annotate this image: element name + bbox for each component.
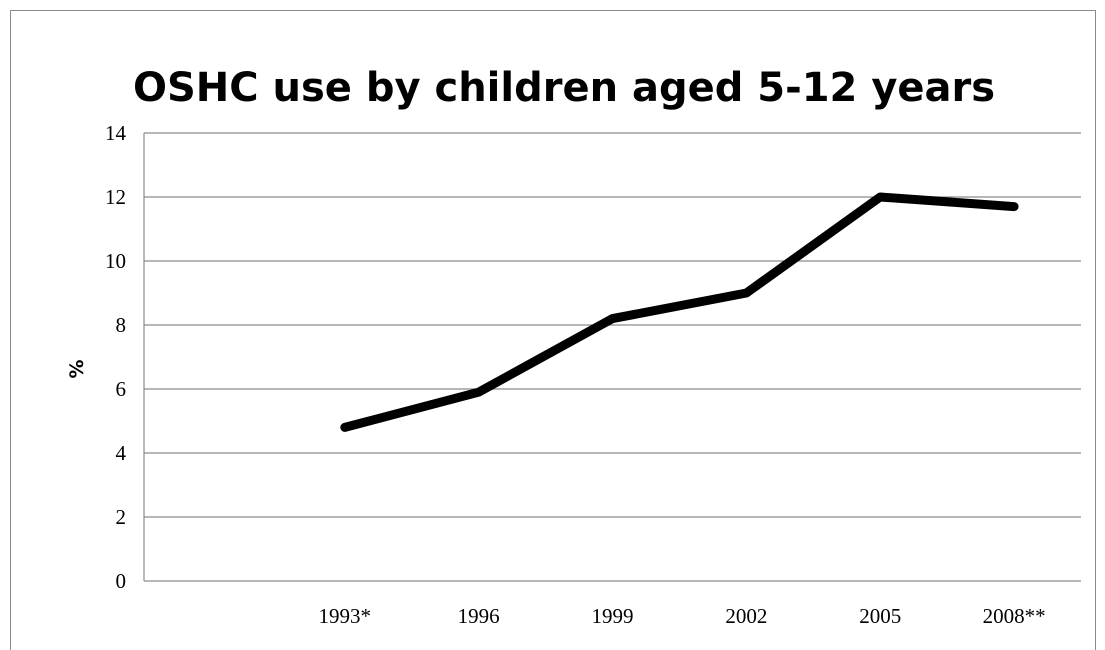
y-tick-labels: 0 2 4 6 8 10 12 14 <box>105 121 127 593</box>
x-tick-label-5: 2005 <box>859 604 901 628</box>
x-tick-label-6: 2008** <box>983 604 1046 628</box>
series-line-0 <box>345 197 1014 427</box>
y-tick-label-14: 14 <box>105 121 127 145</box>
x-tick-labels: 1993* 1996 1999 2002 2005 2008** <box>319 604 1046 628</box>
y-tick-label-4: 4 <box>116 441 127 465</box>
y-tick-label-8: 8 <box>116 313 127 337</box>
gridlines <box>144 133 1081 517</box>
y-axis-label: % <box>66 359 88 378</box>
y-tick-label-0: 0 <box>116 569 127 593</box>
x-tick-label-3: 1999 <box>592 604 634 628</box>
x-tick-label-2: 1996 <box>458 604 500 628</box>
y-tick-label-10: 10 <box>105 249 126 273</box>
x-tick-label-4: 2002 <box>725 604 767 628</box>
x-tick-label-1: 1993* <box>319 604 372 628</box>
series-layer <box>345 197 1014 428</box>
y-tick-label-2: 2 <box>116 505 127 529</box>
y-tick-label-12: 12 <box>105 185 126 209</box>
chart-title: OSHC use by children aged 5-12 years <box>133 65 995 111</box>
y-tick-label-6: 6 <box>116 377 127 401</box>
